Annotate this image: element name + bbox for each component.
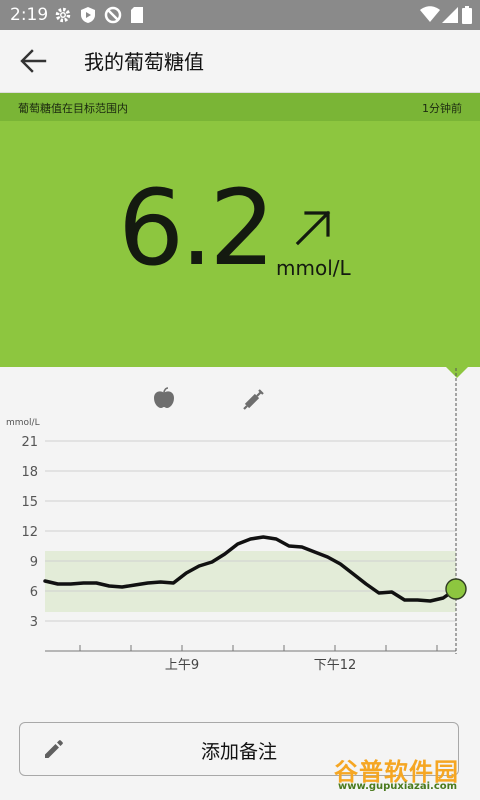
battery-icon <box>462 6 472 24</box>
wifi-icon <box>420 6 440 22</box>
y-tick-label: 6 <box>30 585 38 600</box>
sd-card-icon <box>131 7 143 23</box>
add-note-label: 添加备注 <box>200 741 277 763</box>
target-range-band <box>45 551 456 612</box>
watermark-url: www.gupuxiazai.com <box>338 781 458 792</box>
in-range-message: 葡萄糖值在目标范围内 <box>18 102 128 115</box>
last-updated: 1分钟前 <box>422 102 462 115</box>
x-tick-label: 下午12 <box>314 658 357 673</box>
glucose-series-line <box>43 535 458 603</box>
current-reading-point <box>445 578 467 600</box>
y-tick-label: 3 <box>30 615 38 630</box>
pencil-icon <box>45 740 63 758</box>
y-tick-label: 18 <box>21 465 38 480</box>
status-time: 2:19 <box>10 5 49 25</box>
glucose-trend-chart[interactable]: 21 18 15 12 9 6 3 mmol/L 上午9 下午12 <box>0 368 480 698</box>
x-tick-label: 上午9 <box>165 658 199 673</box>
y-tick-label: 15 <box>21 495 38 510</box>
current-time-marker <box>446 367 468 378</box>
shield-icon <box>81 7 95 23</box>
watermark-text: 谷普软件园 <box>334 758 459 786</box>
syringe-icon <box>243 389 264 410</box>
glucose-value: 6.2 <box>118 167 275 289</box>
back-arrow-icon[interactable] <box>18 47 48 75</box>
y-axis-unit-label: mmol/L <box>6 418 40 428</box>
watermark-logo: 谷普软件园 www.gupuxiazai.com <box>330 752 480 800</box>
current-reading-panel: 6.2 mmol/L <box>0 121 480 367</box>
gear-icon <box>55 7 71 23</box>
y-tick-label: 21 <box>21 435 38 450</box>
page-title: 我的葡萄糖值 <box>84 50 204 74</box>
signal-icon <box>442 7 458 23</box>
status-bar: 2:19 <box>0 0 480 30</box>
y-tick-label: 9 <box>30 555 38 570</box>
blocked-icon <box>104 6 122 24</box>
glucose-status-banner: 葡萄糖值在目标范围内 1分钟前 <box>0 93 480 121</box>
apple-icon <box>154 387 174 408</box>
glucose-unit: mmol/L <box>276 256 351 280</box>
event-icons-row <box>154 387 264 410</box>
add-note-button[interactable]: 添加备注 <box>19 722 459 776</box>
app-bar: 我的葡萄糖值 <box>0 30 480 93</box>
trend-arrow-up-right-icon <box>295 210 331 246</box>
y-tick-label: 12 <box>21 525 38 540</box>
